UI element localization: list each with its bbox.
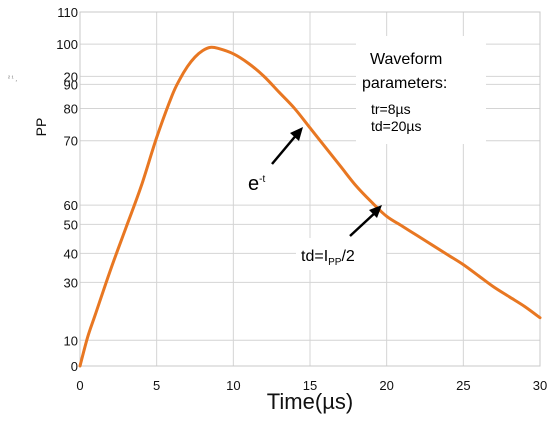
x-tick-label: 30 xyxy=(533,378,547,393)
y-tick-label: 90 xyxy=(64,77,78,92)
parameter-box xyxy=(356,36,486,144)
param-title-1: Waveform xyxy=(370,51,442,68)
td-label-bg xyxy=(296,238,386,270)
param-tr: tr=8µs xyxy=(371,101,411,117)
waveform-series-line xyxy=(78,45,542,368)
x-tick-label: 15 xyxy=(303,378,317,393)
decay-label: e-t xyxy=(248,173,265,195)
param-td: td=20µs xyxy=(371,118,422,134)
x-axis-label: Time(µs) xyxy=(267,389,353,414)
x-tick-label: 20 xyxy=(379,378,393,393)
y-tick-label: 110 xyxy=(57,5,78,20)
y-tick-label: 100 xyxy=(56,37,78,52)
y-axis-label: PP xyxy=(33,118,49,137)
y-tick-label: 20 xyxy=(64,69,78,84)
x-tick-label: 5 xyxy=(153,378,160,393)
x-tick-label: 10 xyxy=(226,378,240,393)
y-tick-label: 40 xyxy=(64,246,78,261)
y-axis-note: ² ¹ ¸ xyxy=(8,76,17,82)
x-tick-labels: 0 5 10 15 20 25 30 xyxy=(76,378,547,393)
y-tick-label: 80 xyxy=(64,102,78,117)
plot-area-border xyxy=(79,11,541,367)
decay-arrow-shaft xyxy=(271,132,299,165)
td-label: td=IPP/2 xyxy=(301,248,355,268)
x-tick-label: 25 xyxy=(456,378,470,393)
y-tick-label: 10 xyxy=(64,333,78,348)
y-tick-label: 0 xyxy=(71,359,78,374)
y-tick-label: 50 xyxy=(64,217,78,232)
y-tick-label: 30 xyxy=(64,275,78,290)
x-tick-label: 0 xyxy=(76,378,83,393)
td-arrow-head xyxy=(369,205,382,218)
y-tick-label: 70 xyxy=(64,134,78,149)
y-tick-label: 60 xyxy=(64,198,78,213)
decay-arrow-head xyxy=(290,127,303,141)
td-arrow-shaft xyxy=(349,210,378,237)
param-title-2: parameters: xyxy=(362,75,447,92)
decay-label-bg xyxy=(244,168,280,194)
